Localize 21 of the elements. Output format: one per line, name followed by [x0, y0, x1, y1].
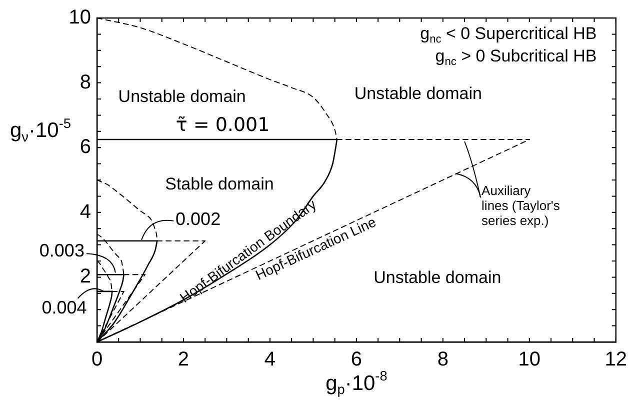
- annotation: Unstable domain: [118, 87, 246, 106]
- y-tick-label: 2: [80, 266, 91, 288]
- annotation: Stable domain: [165, 174, 274, 194]
- x-tick-label: 2: [178, 348, 190, 371]
- x-tick-label: 6: [350, 348, 362, 371]
- y-tick-label: 4: [80, 200, 91, 223]
- annotation: 0.004: [42, 297, 87, 318]
- y-tick-label: 6: [80, 136, 91, 158]
- x-tick-label: 12: [604, 348, 627, 371]
- annotation: τ̃ = 0.001: [176, 114, 270, 136]
- y-tick-label: 8: [80, 71, 91, 94]
- x-tick-label: 0: [91, 348, 103, 371]
- x-tick-label: 10: [518, 348, 541, 371]
- x-tick-label: 4: [264, 348, 276, 371]
- y-tick-label: 10: [68, 6, 91, 29]
- annotation: Unstable domain: [354, 84, 482, 104]
- annotation: 0.003: [39, 240, 84, 261]
- annotation: Auxiliary lines (Taylor's series exp.): [482, 183, 560, 228]
- x-tick-label: 8: [437, 348, 448, 371]
- annotation: Unstable domain: [374, 268, 502, 287]
- annotation: 0.002: [176, 208, 221, 229]
